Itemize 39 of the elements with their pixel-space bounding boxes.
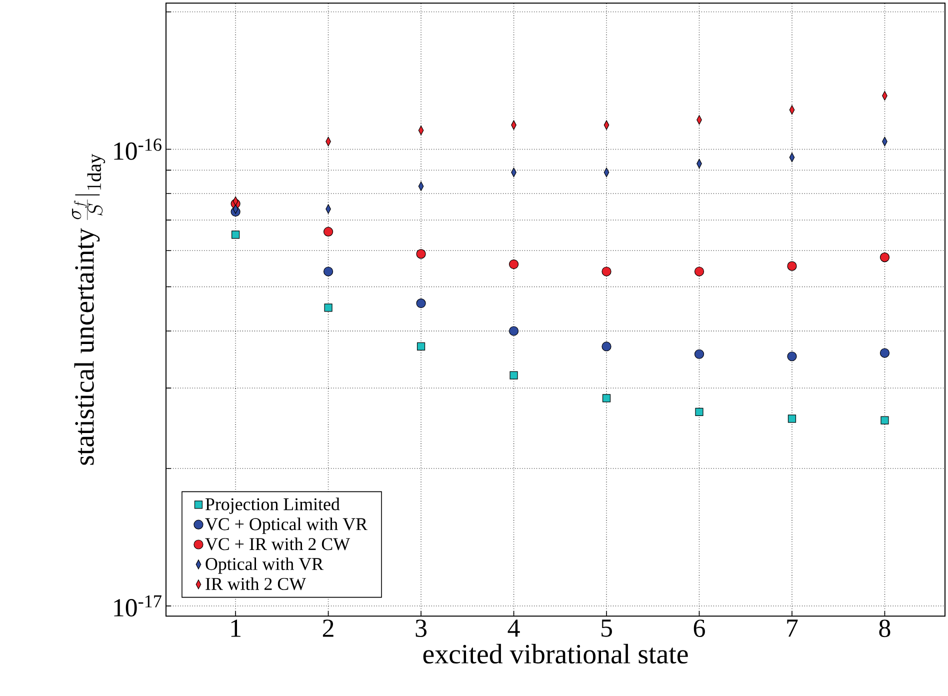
x-tick-label: 5 — [602, 620, 612, 637]
point — [788, 414, 796, 423]
point — [787, 352, 797, 362]
legend-label: VC + IR with 2 CW — [205, 538, 350, 550]
legend-label: IR with 2 CW — [206, 577, 306, 590]
point — [880, 348, 890, 358]
y-tick-label: 10$^{-16}$ — [114, 138, 162, 160]
x-tick-label: 3 — [416, 620, 426, 638]
y-tick-label: 10$^{-17}$ — [114, 595, 162, 617]
legend-label: Projection Limited — [205, 498, 340, 514]
x-tick-label: 6 — [694, 620, 705, 638]
point — [510, 371, 518, 380]
point — [695, 408, 704, 416]
x-tick-label: 7 — [787, 620, 798, 637]
point — [694, 349, 704, 359]
legend-label: Optical with VR — [206, 557, 324, 574]
point — [232, 230, 240, 239]
point — [880, 416, 889, 424]
x-tick-label: 1 — [231, 620, 240, 637]
point — [323, 266, 334, 276]
point — [416, 342, 426, 351]
point — [880, 252, 890, 262]
point — [602, 342, 612, 352]
point — [602, 394, 611, 402]
point — [508, 259, 519, 270]
point — [324, 304, 332, 312]
point — [416, 298, 426, 308]
x-axis-title: excited vibrational state — [423, 644, 688, 664]
point — [416, 249, 426, 259]
point — [602, 266, 612, 276]
point — [787, 261, 797, 271]
point — [508, 326, 519, 336]
x-tick-label: 8 — [879, 620, 890, 638]
legend-label: VC + Optical with VR — [205, 518, 368, 534]
point — [694, 266, 704, 276]
point — [323, 226, 334, 237]
x-tick-label: 2 — [322, 620, 334, 637]
y-axis-title: $\mbox{statistical uncertainty }\frac{\sigma_f}{S}\Big|_{1\mathrm{day}}$ — [72, 154, 106, 465]
x-tick-label: 4 — [508, 620, 520, 637]
